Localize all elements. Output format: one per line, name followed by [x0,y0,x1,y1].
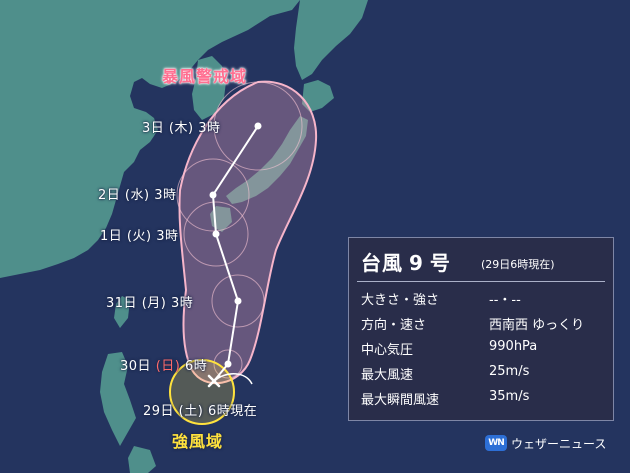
korean-peninsula [192,56,226,120]
hokkaido [302,80,334,112]
forecast-label-31: 31日 (月) 3時 [106,296,194,311]
storm-warning-zone-label: 暴風警戒域 [162,67,248,86]
brand-name: ウェザーニュース [511,436,607,451]
forecast-circle-31 [211,274,265,328]
forecast-track [211,125,259,382]
forecast-point-2 [209,191,217,199]
weathernews-logo: WN ウェザーニュース [485,431,606,455]
weathernews-logo-icon: WN [485,435,507,451]
typhoon-info-panel: 台風 9 号 (29日6時現在) 大きさ・強さ --・-- 方向・速さ 西南西 ゆっくり… [348,237,614,421]
forecast-point-31 [234,297,242,305]
forecast-circle-2 [176,158,250,232]
taiwan [114,296,130,328]
current-position-label: 29日 (土) 6時現在 [143,404,258,419]
forecast-label-1: 1日 (火) 3時 [100,229,179,244]
forecast-label-2: 2日 (水) 3時 [98,188,177,203]
forecast-point-3 [254,122,262,130]
visayas [128,446,156,473]
forecast-point-30 [224,360,232,368]
typhoon-title: 台風 9 号 [361,251,451,275]
forecast-point-1 [212,230,220,238]
mainland-landmass [0,0,300,278]
panel-divider [357,281,605,282]
luzon [100,352,136,446]
far-east-coast [294,0,368,80]
forecast-circle-3 [213,81,303,171]
forecast-label-30: 30日 (日) 6時 [120,359,208,374]
forecast-circle-1 [183,201,249,267]
forecast-circle-30 [213,349,243,379]
as-of-time: (29日6時現在) [481,258,555,271]
gale-zone-label: 強風域 [172,432,224,451]
forecast-label-3: 3日 (木) 3時 [142,121,221,136]
current-position-marker [207,374,221,388]
